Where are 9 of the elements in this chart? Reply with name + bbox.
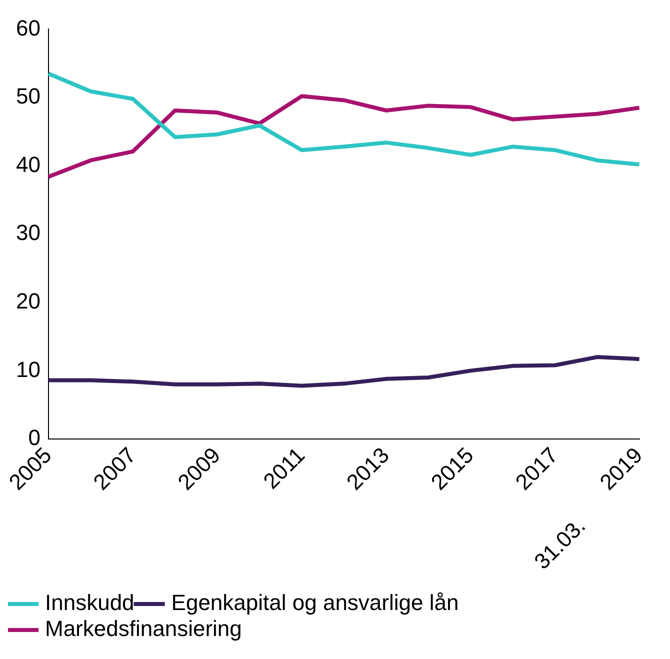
y-tick-label: 30 [16, 220, 40, 246]
y-tick-label: 10 [16, 356, 40, 382]
legend-label: Egenkapital og ansvarlige lån [171, 590, 459, 616]
y-tick-label: 50 [16, 84, 40, 109]
y-tick-label: 40 [16, 152, 40, 177]
y-tick-label: 60 [16, 15, 40, 40]
y-tick-label: 20 [16, 288, 40, 314]
legend-label: Markedsfinansiering [45, 616, 242, 642]
legend-label: Innskudd [45, 590, 134, 616]
